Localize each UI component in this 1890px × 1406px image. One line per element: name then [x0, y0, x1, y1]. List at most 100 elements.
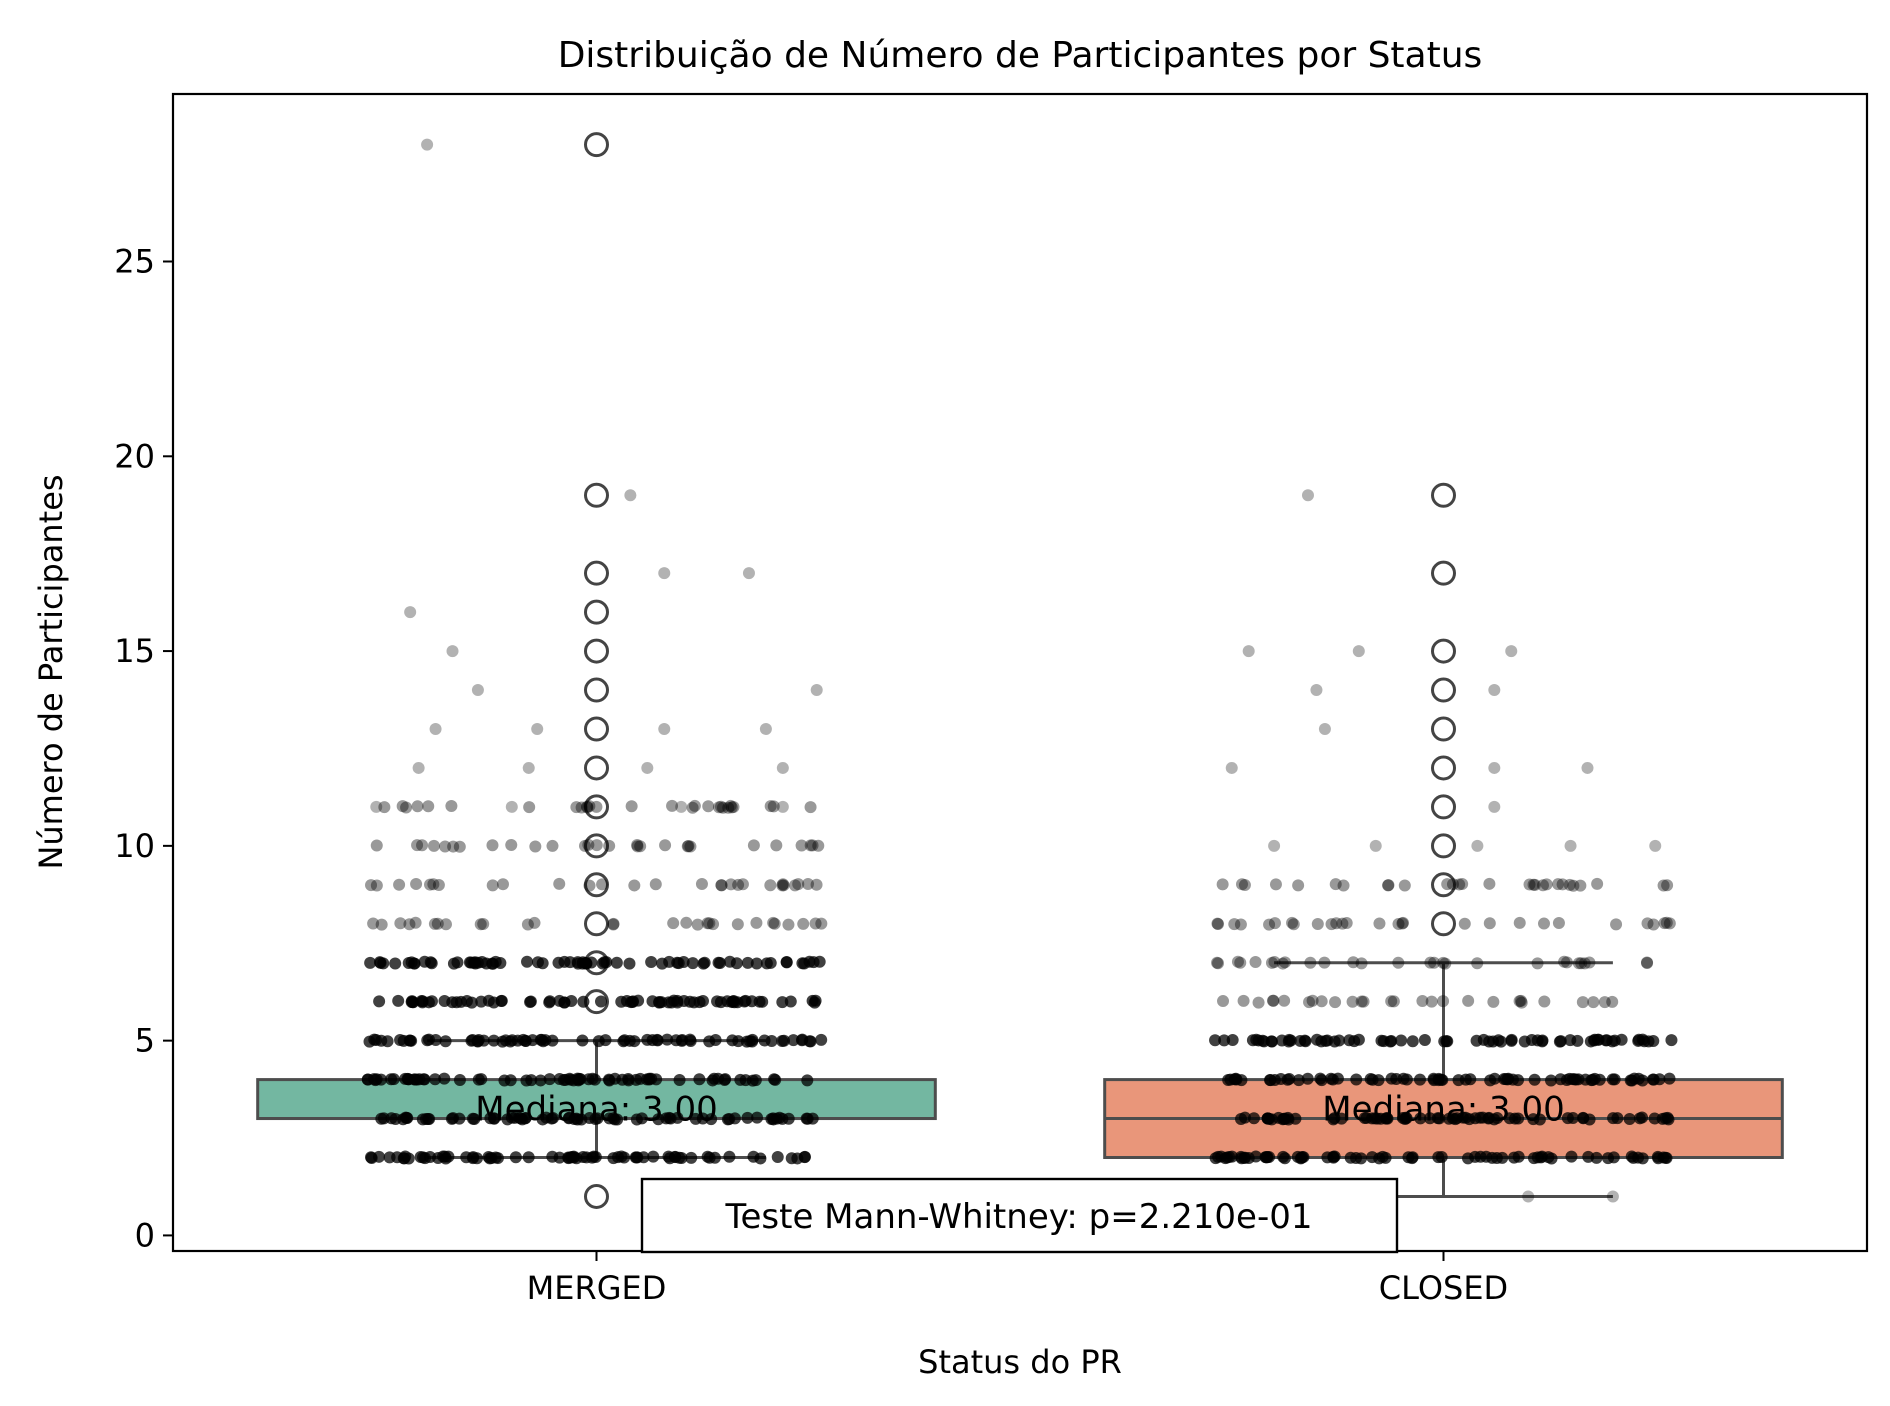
- outlier-point: [584, 677, 609, 703]
- strip-point: [365, 1152, 378, 1165]
- strip-point: [1496, 1151, 1509, 1164]
- strip-point: [714, 956, 727, 969]
- strip-point: [1336, 917, 1349, 930]
- strip-point: [691, 918, 704, 931]
- strip-point: [565, 995, 578, 1008]
- strip-point: [543, 995, 556, 1008]
- strip-point: [1226, 1034, 1239, 1047]
- strip-point: [776, 800, 789, 813]
- strip-point: [1224, 1073, 1237, 1086]
- strip-point: [427, 839, 440, 852]
- strip-point: [504, 1074, 517, 1087]
- strip-point: [1321, 1034, 1334, 1047]
- strip-point: [1392, 956, 1405, 969]
- strip-point: [1501, 1073, 1514, 1086]
- strip-point: [603, 1074, 616, 1087]
- strip-point: [1615, 1033, 1628, 1046]
- strip-point: [641, 1033, 654, 1046]
- strip-point: [659, 839, 672, 852]
- strip-point: [1610, 918, 1623, 931]
- strip-point: [496, 878, 509, 891]
- strip-point: [522, 761, 535, 774]
- strip-point: [607, 1152, 620, 1165]
- strip-point: [671, 1111, 684, 1124]
- strip-point: [399, 1072, 412, 1085]
- strip-point: [1217, 995, 1230, 1008]
- strip-point: [764, 956, 777, 969]
- strip-point: [1431, 1112, 1444, 1125]
- strip-point: [1396, 917, 1409, 930]
- strip-point: [792, 878, 805, 891]
- strip-point: [1471, 957, 1484, 970]
- strip-point: [1599, 1034, 1612, 1047]
- strip-point: [1355, 1152, 1368, 1165]
- strip-point: [749, 1074, 762, 1087]
- strip-point: [367, 917, 380, 930]
- strip-point: [1292, 879, 1305, 892]
- outlier-point: [584, 872, 609, 898]
- strip-point: [1247, 1112, 1260, 1125]
- strip-point: [1514, 994, 1527, 1007]
- strip-point: [810, 878, 823, 891]
- strip-point: [1606, 1190, 1619, 1203]
- strip-point: [785, 1152, 798, 1165]
- strip-point: [732, 1035, 745, 1048]
- strip-point: [623, 957, 636, 970]
- strip-point: [801, 1112, 814, 1125]
- strip-point: [1529, 878, 1542, 891]
- strip-point: [572, 957, 585, 970]
- strip-point: [421, 138, 434, 151]
- strip-point: [1663, 1072, 1676, 1085]
- strip-point: [767, 800, 780, 813]
- strip-point: [1225, 761, 1238, 774]
- strip-point: [1381, 1112, 1394, 1125]
- strip-point: [696, 995, 709, 1008]
- strip-point: [570, 801, 583, 814]
- strip-point: [1287, 918, 1300, 931]
- strip-point: [812, 839, 825, 852]
- outlier-point: [584, 794, 609, 820]
- y-tick-label: 10: [114, 827, 155, 865]
- strip-point: [693, 1073, 706, 1086]
- strip-point: [1276, 957, 1289, 970]
- strip-point: [529, 840, 542, 853]
- strip-point: [776, 761, 789, 774]
- strip-point: [421, 1034, 434, 1047]
- strip-point: [777, 879, 790, 892]
- strip-point: [1249, 956, 1262, 969]
- strip-point: [1486, 1151, 1499, 1164]
- strip-point: [378, 801, 391, 814]
- strip-point: [663, 1111, 676, 1124]
- strip-point: [607, 918, 620, 931]
- strip-point: [505, 800, 518, 813]
- strip-point: [409, 1073, 422, 1086]
- strip-point: [1531, 957, 1544, 970]
- strip-point: [709, 1034, 722, 1047]
- strip-point: [1527, 878, 1540, 891]
- annotation-box: [640, 1177, 1399, 1254]
- strip-point: [628, 1035, 641, 1048]
- strip-point: [1236, 878, 1249, 891]
- strip-point: [583, 879, 596, 892]
- strip-point: [543, 1073, 556, 1086]
- strip-point: [412, 761, 425, 774]
- strip-point: [1561, 1112, 1574, 1125]
- strip-point: [1505, 645, 1518, 658]
- strip-point: [1512, 1074, 1525, 1087]
- strip-point: [1352, 645, 1365, 658]
- strip-point: [487, 1034, 500, 1047]
- strip-point: [1558, 955, 1571, 968]
- strip-point: [365, 879, 378, 892]
- strip-point: [1347, 956, 1360, 969]
- strip-point: [1234, 918, 1247, 931]
- strip-point: [722, 801, 735, 814]
- strip-point: [622, 1074, 635, 1087]
- strip-point: [1505, 1033, 1518, 1046]
- strip-point: [715, 879, 728, 892]
- strip-point: [429, 1033, 442, 1046]
- strip-point: [651, 1033, 664, 1046]
- strip-point: [370, 839, 383, 852]
- strip-point: [445, 800, 458, 813]
- strip-point: [536, 957, 549, 970]
- strip-point: [1425, 995, 1438, 1008]
